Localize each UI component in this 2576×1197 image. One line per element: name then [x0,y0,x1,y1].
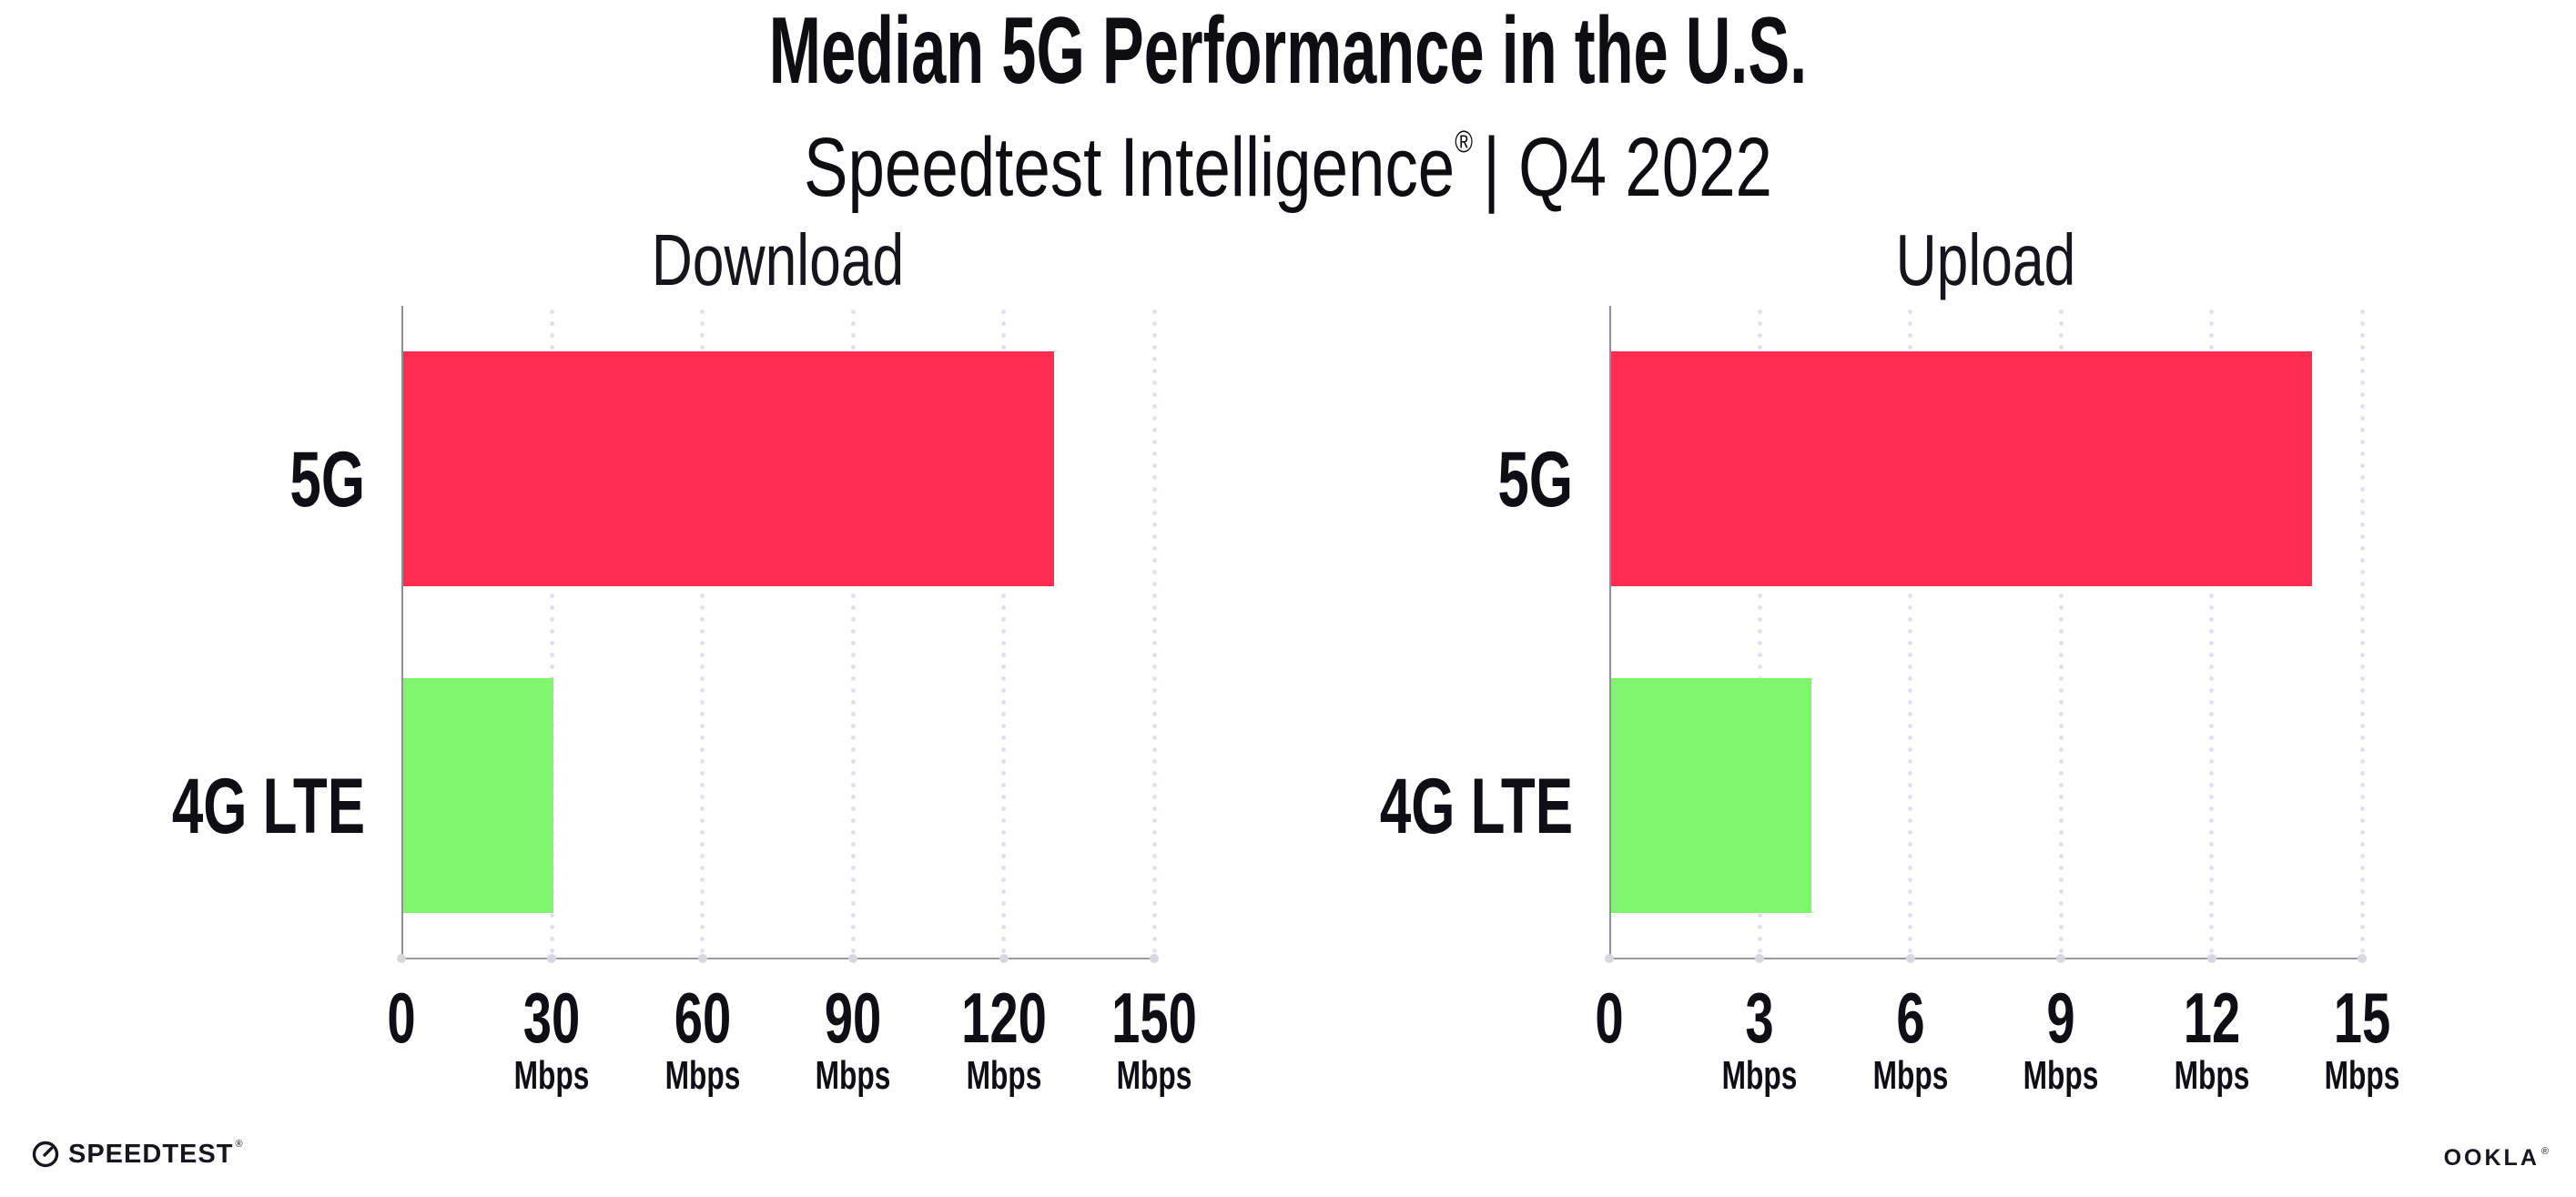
speedtest-wordmark: SPEEDTEST [68,1139,234,1169]
x-tick-label: 9 Mbps [1979,982,2143,1097]
gridline [2359,306,2365,959]
x-axis [1609,958,2362,959]
bar-5g [1611,351,2312,587]
x-tick-label: 12 Mbps [2130,982,2294,1097]
gridline [1001,306,1007,959]
x-tick-unit: Mbps [1872,1053,1949,1098]
subtitle-period: | Q4 2022 [1483,121,1772,214]
axis-tick-dot [1150,954,1159,963]
page-subtitle: Speedtest Intelligence® | Q4 2022 [270,96,2306,213]
ookla-wordmark: OOKLA [2443,1145,2540,1171]
x-tick-label: 90 Mbps [771,982,935,1097]
bar-4g-lte [1611,677,1811,913]
axis-tick-dot [2358,954,2367,963]
x-tick-unit: Mbps [2023,1053,2099,1098]
bar-5g [403,351,1054,587]
axis-tick-dot [397,954,406,963]
category-label-4g-lte: 4G LTE [171,762,365,850]
page-title: Median 5G Performance in the U.S. [768,0,1808,104]
x-tick-label: 6 Mbps [1829,982,1993,1097]
gridline [2209,306,2215,959]
gridline [850,306,856,959]
ookla-registered-mark: ® [2541,1146,2549,1157]
bar-4g-lte [403,677,553,913]
x-tick-value: 15 [2333,978,2391,1058]
y-axis [401,306,403,959]
subtitle-brand: Speedtest Intelligence [804,121,1455,214]
x-tick-unit: Mbps [514,1053,590,1098]
axis-tick-dot [848,954,858,963]
axis-tick-dot [697,954,707,963]
x-tick-value: 6 [1896,978,1925,1058]
category-label-5g: 5G [289,436,365,524]
x-tick-label: 150 Mbps [1072,982,1236,1097]
x-tick-value: 90 [824,978,882,1058]
axis-tick-dot [547,954,557,963]
ookla-logo: OOKLA ® [2444,1145,2549,1172]
upload-chart: 0 3 Mbps 6 Mbps 9 Mbps 12 Mbps 15 Mbps 5G 4G LTE Uplo… [1380,222,2400,1097]
x-tick-unit: Mbps [664,1053,741,1098]
registered-trademark-mark: ® [1455,125,1474,159]
x-tick-unit: Mbps [966,1053,1041,1098]
x-tick-unit: Mbps [2324,1053,2400,1098]
x-tick-label: 15 Mbps [2280,982,2444,1097]
x-tick-label: 3 Mbps [1678,982,1841,1097]
x-tick-value: 3 [1745,978,1775,1058]
x-tick-value: 60 [674,978,732,1058]
x-tick-unit: Mbps [2174,1053,2249,1098]
axis-tick-dot [1905,954,1915,963]
x-tick-unit: Mbps [815,1053,891,1098]
axis-tick-dot [999,954,1009,963]
gridline [2058,306,2064,959]
speedtest-gauge-icon [31,1140,60,1169]
x-tick-label: 120 Mbps [922,982,1086,1097]
x-tick-value: 0 [387,978,416,1058]
x-tick-value: 12 [2183,978,2240,1058]
speedtest-logo: SPEEDTEST ® [31,1138,243,1171]
y-axis [1609,306,1611,959]
speedtest-registered-mark: ® [235,1139,243,1150]
download-chart: 0 30 Mbps 60 Mbps 90 Mbps 120 Mbps 150 Mbps 5G 4G LT… [172,222,1197,1097]
gridline [1757,306,1762,959]
x-tick-label: 30 Mbps [470,982,634,1097]
gridline [1151,306,1157,959]
x-axis [401,958,1154,959]
axis-tick-dot [1755,954,1765,963]
x-tick-unit: Mbps [1722,1053,1798,1098]
x-tick-unit: Mbps [1116,1053,1192,1098]
x-tick-value: 30 [523,978,581,1058]
category-label-4g-lte: 4G LTE [1379,762,1573,850]
axis-tick-dot [2206,954,2216,963]
x-tick-value: 120 [960,978,1047,1058]
x-tick-label: 60 Mbps [621,982,785,1097]
x-tick-value: 0 [1595,978,1624,1058]
chart-title: Download [651,219,905,300]
x-tick-value: 150 [1111,978,1197,1058]
gridline [700,306,705,959]
gridline [549,306,554,959]
category-label-5g: 5G [1497,436,1573,524]
x-tick-label: 0 [319,982,483,1053]
x-tick-label: 0 [1527,982,1691,1053]
axis-tick-dot [1605,954,1614,963]
x-tick-value: 9 [2046,978,2075,1058]
chart-title: Upload [1895,219,2076,300]
gridline [1908,306,1913,959]
axis-tick-dot [2056,954,2066,963]
